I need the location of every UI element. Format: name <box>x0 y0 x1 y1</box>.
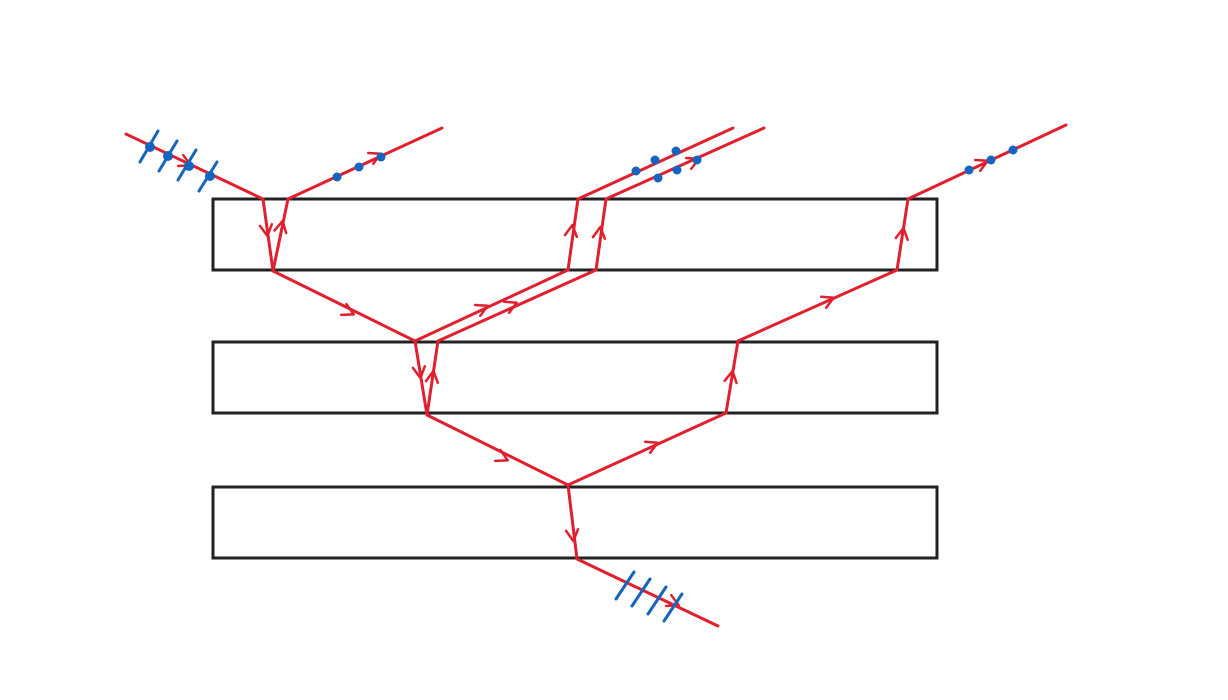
dot-icon <box>986 155 996 165</box>
s-polarization-marks <box>145 142 1018 183</box>
dot-icon <box>354 162 364 172</box>
dot-icon <box>205 171 215 181</box>
arrowhead-icon <box>664 593 680 608</box>
dash-icon <box>614 570 636 601</box>
arrowhead-icon <box>411 364 427 380</box>
direction-arrows <box>176 151 989 608</box>
dot-icon <box>1008 145 1018 155</box>
reflected-ray-3 <box>566 123 1068 487</box>
arrowhead-icon <box>503 300 518 314</box>
reflected-ray-1 <box>271 126 444 273</box>
dot-icon <box>672 165 682 175</box>
dot-icon <box>671 146 681 156</box>
arrowhead-icon <box>820 295 835 309</box>
dash-icon <box>662 592 684 623</box>
arrowhead-icon <box>563 223 579 239</box>
dot-icon <box>653 173 663 183</box>
dot-icon <box>692 155 702 165</box>
arrowhead-icon <box>644 440 659 454</box>
dot-icon <box>631 166 641 176</box>
dot-icon <box>964 165 974 175</box>
dash-icon <box>646 585 668 616</box>
arrowhead-icon <box>591 225 607 241</box>
dot-icon <box>332 172 342 182</box>
arrowhead-icon <box>473 303 489 318</box>
arrowhead-icon <box>723 369 738 385</box>
plate-2 <box>211 340 939 415</box>
dash-icon <box>630 577 652 608</box>
dot-icon <box>376 152 386 162</box>
arrowhead-icon <box>493 448 509 463</box>
arrowhead-icon <box>424 369 440 385</box>
arrowhead-icon <box>894 226 909 242</box>
dot-icon <box>145 142 155 152</box>
arrowhead-icon <box>258 222 274 238</box>
plates <box>211 197 939 560</box>
arrowhead-icon <box>273 219 288 235</box>
dot-icon <box>650 155 660 165</box>
dot-icon <box>184 161 194 171</box>
arrowhead-icon <box>339 302 355 317</box>
dot-icon <box>163 151 173 161</box>
arrowhead-icon <box>564 528 580 543</box>
